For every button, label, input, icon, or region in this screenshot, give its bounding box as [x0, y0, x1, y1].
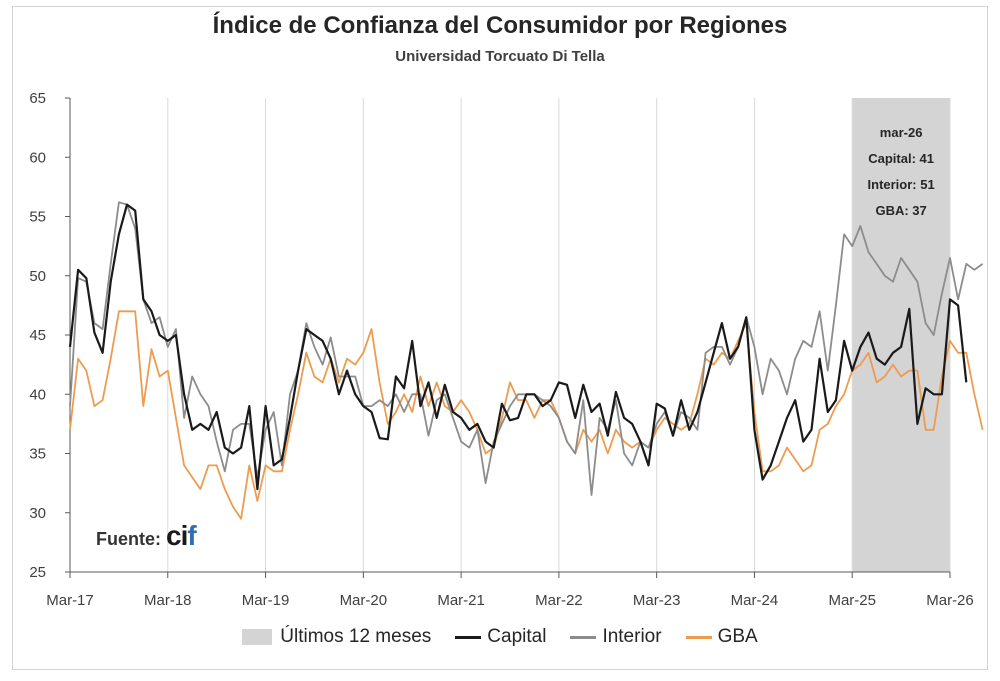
x-tick-label: Mar-17 [46, 592, 94, 609]
legend-label-shaded: Últimos 12 meses [280, 626, 432, 647]
y-tick-label: 45 [29, 327, 46, 344]
x-tick-label: Mar-23 [633, 592, 681, 609]
legend-label-interior: Interior [602, 626, 662, 647]
annotation-line: mar-26 [880, 125, 923, 140]
source-label: Fuente: cif [96, 520, 197, 552]
legend-item-shaded: Últimos 12 meses [242, 626, 431, 648]
legend-line-gba [685, 635, 712, 639]
y-tick-label: 35 [29, 446, 46, 463]
x-tick-label: Mar-25 [828, 592, 876, 609]
chart-title: Índice de Confianza del Consumidor por R… [212, 12, 788, 39]
series-line-gba [69, 310, 984, 520]
x-tick-label: Mar-26 [926, 592, 974, 609]
chart-subtitle: Universidad Torcuato Di Tella [395, 48, 605, 65]
x-tick-label: Mar-22 [535, 592, 583, 609]
y-tick-label: 55 [29, 209, 46, 226]
annotation-line: GBA: 37 [875, 203, 926, 218]
legend-line-interior [570, 635, 597, 639]
y-tick-label: 30 [29, 505, 46, 522]
x-tick-label: Mar-24 [731, 592, 779, 609]
source-text: Fuente: [96, 529, 161, 549]
x-tick-label: Mar-19 [242, 592, 290, 609]
y-tick-label: 65 [29, 90, 46, 107]
legend-label-capital: Capital [487, 626, 547, 647]
legend-label-gba: GBA [717, 626, 758, 647]
y-tick-label: 40 [29, 386, 46, 403]
legend-swatch-shaded [242, 629, 273, 645]
x-tick-label: Mar-21 [437, 592, 485, 609]
chart-legend: Últimos 12 meses Capital Interior GBA [0, 626, 1000, 648]
legend-item-capital: Capital [455, 626, 546, 648]
legend-line-capital [455, 635, 482, 639]
y-tick-label: 25 [29, 564, 46, 581]
y-tick-label: 50 [29, 268, 46, 285]
series-line-capital [68, 203, 968, 491]
legend-item-interior: Interior [570, 626, 662, 648]
x-tick-label: Mar-20 [340, 592, 388, 609]
legend-item-gba: GBA [685, 626, 758, 648]
annotation-line: Capital: 41 [868, 151, 934, 166]
x-tick-label: Mar-18 [144, 592, 192, 609]
cif-logo: cif [166, 520, 197, 551]
annotation-line: Interior: 51 [868, 177, 935, 192]
y-tick-label: 60 [29, 149, 46, 166]
chart-frame [12, 6, 988, 670]
